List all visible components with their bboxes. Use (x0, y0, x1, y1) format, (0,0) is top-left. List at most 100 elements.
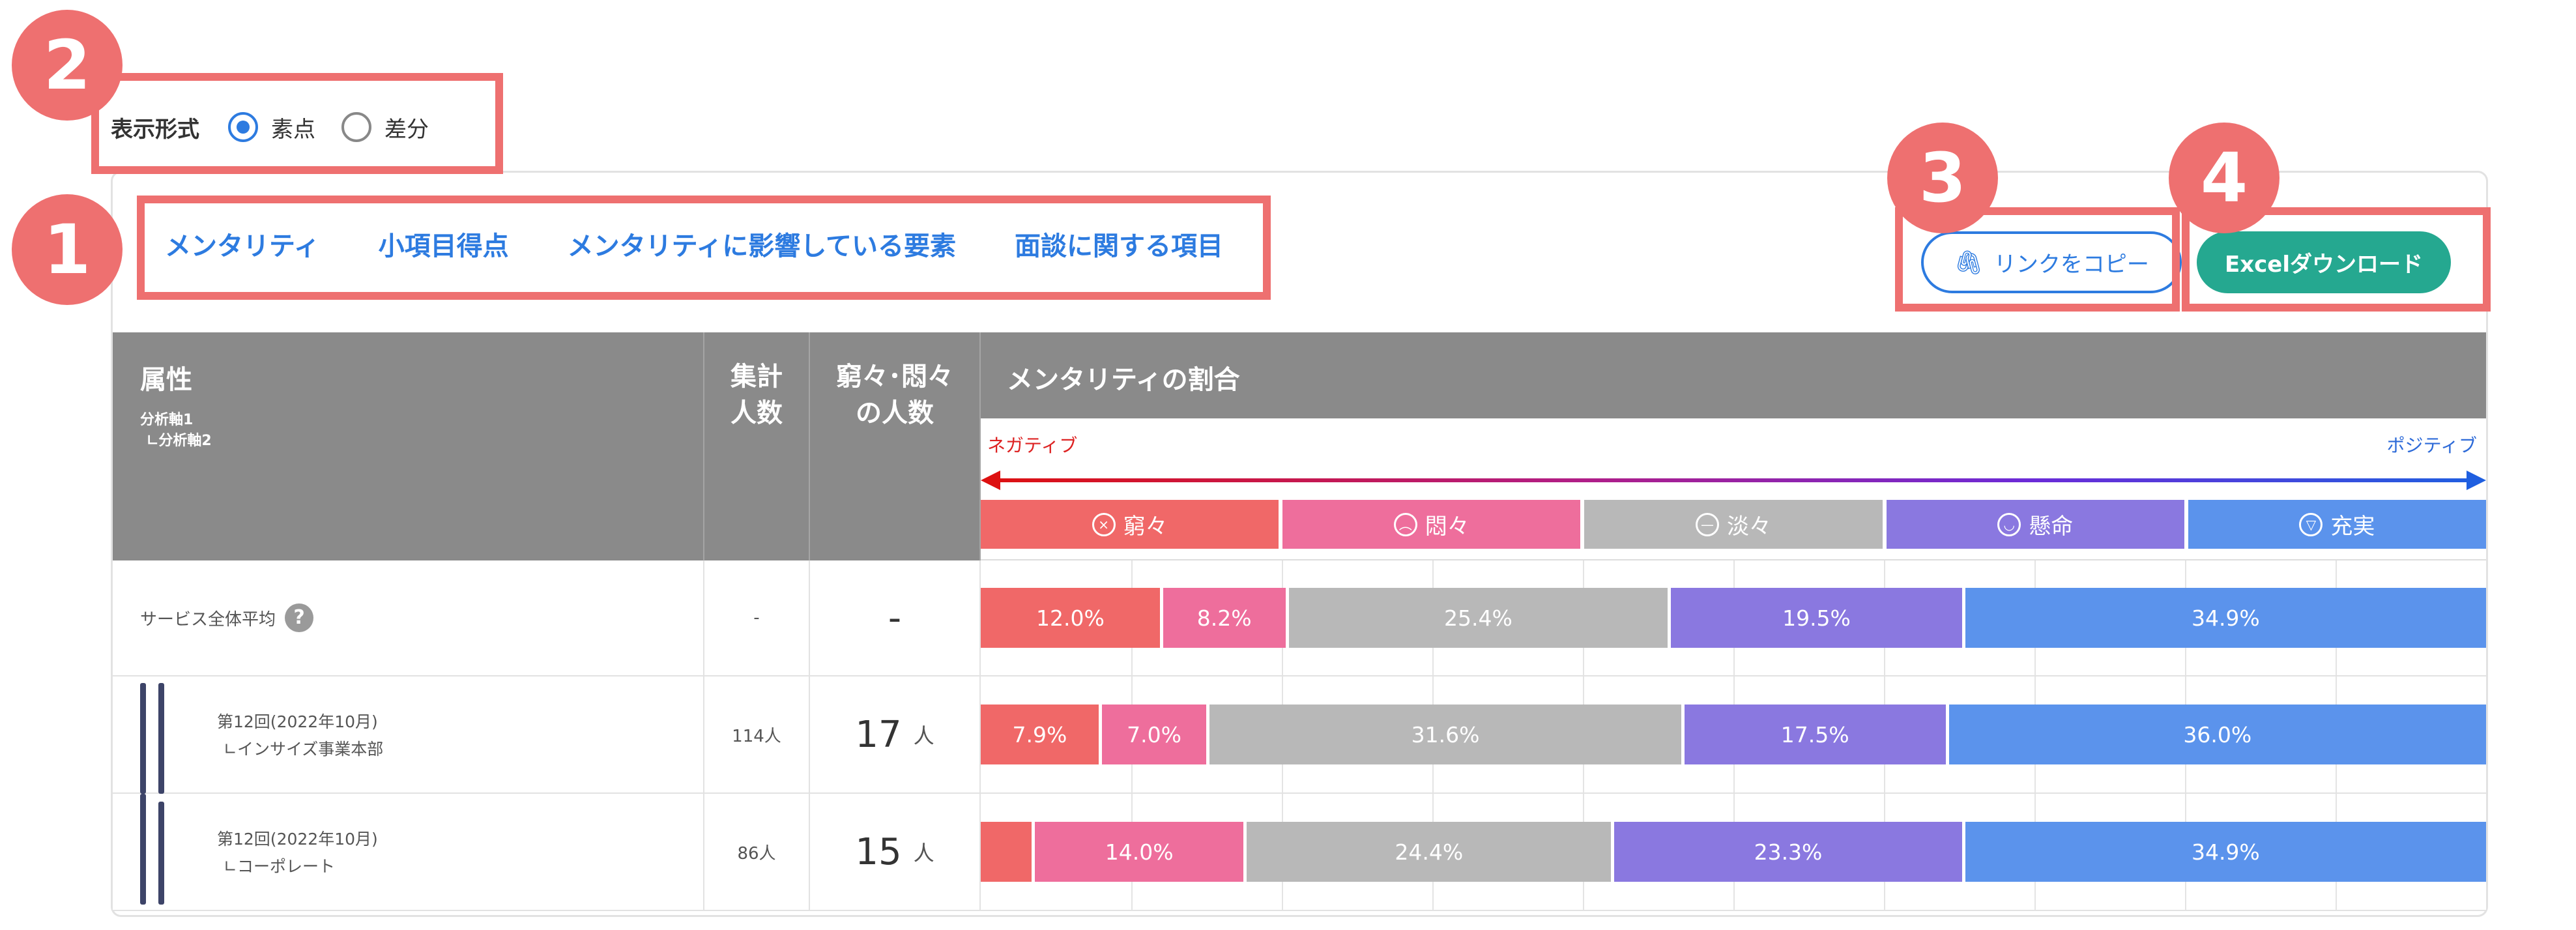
category-label: 悶々 (1425, 514, 1469, 540)
sentiment-scale: ネガティブ ポジティブ × 窮々 ︵ 悶々 — 淡々 ◡ 懸命 ▽ 充実 (981, 418, 2487, 560)
row-count: 17 人 (810, 676, 981, 792)
bar-segment-悶々[interactable]: 7.0% (1101, 705, 1207, 764)
bar-segment-淡々[interactable]: 31.6% (1209, 705, 1681, 764)
stacked-bar-cell: 12.0% 8.2% 25.4% 19.5% 34.9% (981, 560, 2486, 675)
row-count: 15 人 (810, 794, 981, 910)
category-label: 窮々 (1123, 514, 1168, 540)
display-format: 表示形式 素点 差分 (111, 104, 455, 150)
bar-segment-悶々[interactable]: 14.0% (1034, 822, 1244, 882)
annotation-badge-3: 3 (1887, 123, 1998, 233)
radio-raw-label: 素点 (271, 116, 315, 143)
average-label: サービス全体平均 ? (140, 560, 314, 675)
bar-segment-淡々[interactable]: 24.4% (1247, 822, 1612, 882)
bar-segment-懸命[interactable]: 23.3% (1614, 822, 1962, 882)
annotation-badge-2: 2 (12, 10, 123, 121)
help-icon[interactable]: ? (285, 603, 314, 632)
row-total: 86人 (704, 794, 810, 910)
bar-segment-懸命[interactable]: 17.5% (1684, 705, 1946, 764)
row-label-sub: ∟インサイズ事業本部 (224, 740, 384, 759)
tab-subitem-score[interactable]: 小項目得点 (378, 231, 509, 261)
smile-face-icon: ◡ (1997, 512, 2021, 536)
header-total: 集計人数 (704, 332, 810, 560)
bar-segment-充実[interactable]: 36.0% (1948, 705, 2486, 764)
radio-option-diff[interactable]: 差分 (341, 111, 429, 143)
stacked-bar-cell: 14.0% 24.4% 23.3% 34.9% (981, 794, 2486, 910)
radio-selected-icon[interactable] (228, 112, 258, 142)
bar-segment-窮々[interactable]: 12.0% (981, 588, 1160, 648)
header-ratio: メンタリティの割合 (981, 332, 2486, 418)
row-label: 第12回(2022年10月) ∟コーポレート (217, 794, 378, 910)
row-label: 第12回(2022年10月) ∟インサイズ事業本部 (217, 676, 383, 792)
negative-label: ネガティブ (987, 435, 1078, 456)
stacked-bar-cell: 7.9% 7.0% 31.6% 17.5% 36.0% (981, 676, 2486, 792)
stacked-bar: 14.0% 24.4% 23.3% 34.9% (981, 822, 2486, 882)
header-attribute: 属性 分析軸1 ∟分析軸2 (113, 332, 704, 560)
grin-face-icon: ▽ (2299, 512, 2323, 536)
category-legend: × 窮々 ︵ 悶々 — 淡々 ◡ 懸命 ▽ 充実 (981, 500, 2487, 549)
bar-segment-窮々[interactable]: 7.9% (981, 705, 1099, 764)
category-4: ◡ 懸命 (1886, 500, 2184, 549)
header-axis1: 分析軸1 (140, 412, 194, 428)
tab-influencing-factors[interactable]: メンタリティに影響している要素 (567, 231, 957, 261)
annotation-badge-4: 4 (2169, 123, 2279, 233)
header-count: 窮々･悶々の人数 (810, 332, 981, 560)
category-1: × 窮々 (981, 500, 1279, 549)
table-row: 第12回(2022年10月) ∟インサイズ事業本部 114人 17 人 7.9%… (113, 676, 2486, 794)
bar-segment-淡々[interactable]: 25.4% (1288, 588, 1668, 648)
frown-face-icon: ︵ (1393, 512, 1417, 536)
category-label: 充実 (2330, 514, 2375, 540)
table-row: 第12回(2022年10月) ∟コーポレート 86人 15 人 14.0% 24.… (113, 794, 2486, 911)
row-count-unit: 人 (913, 841, 934, 865)
positive-label: ポジティブ (2386, 435, 2477, 456)
table-header: 属性 分析軸1 ∟分析軸2 集計人数 窮々･悶々の人数 メンタリティの割合 ネガ… (113, 332, 2487, 560)
radio-unselected-icon[interactable] (341, 112, 371, 142)
bar-segment-充実[interactable]: 34.9% (1965, 822, 2486, 882)
copy-link-button[interactable]: 🖇 リンクをコピー (1921, 231, 2182, 293)
axis-indicator-bar (140, 683, 146, 794)
row-total: - (704, 560, 810, 675)
row-attribute: 第12回(2022年10月) ∟インサイズ事業本部 (113, 676, 704, 794)
paperclip-icon: 🖇 (1954, 249, 1984, 276)
axis-indicator-bar (140, 794, 146, 905)
bar-segment-懸命[interactable]: 19.5% (1671, 588, 1962, 648)
radio-diff-label: 差分 (384, 116, 429, 143)
tab-mentality[interactable]: メンタリティ (165, 231, 320, 261)
row-count: - (810, 560, 981, 675)
category-2: ︵ 悶々 (1282, 500, 1581, 549)
category-3: — 淡々 (1584, 500, 1883, 549)
annotation-badge-1: 1 (12, 194, 123, 305)
arrow-right-icon (2467, 471, 2486, 490)
tab-bar: メンタリティ 小項目得点 メンタリティに影響している要素 面談に関する項目 (165, 225, 1282, 263)
bar-segment-窮々[interactable] (981, 822, 1032, 882)
bar-segment-充実[interactable]: 34.9% (1965, 588, 2486, 648)
row-count-value: 15 (855, 830, 902, 873)
category-label: 淡々 (1727, 514, 1771, 540)
radio-option-raw[interactable]: 素点 (228, 111, 315, 143)
row-count-value: - (888, 596, 902, 639)
row-label-main: 第12回(2022年10月) (217, 712, 378, 731)
row-label-sub: ∟コーポレート (224, 857, 335, 876)
tab-interview-items[interactable]: 面談に関する項目 (1015, 231, 1224, 261)
active-tab-indicator (158, 292, 305, 298)
stacked-bar: 12.0% 8.2% 25.4% 19.5% 34.9% (981, 588, 2486, 648)
row-label-main: 第12回(2022年10月) (217, 830, 378, 849)
header-count-label: 窮々･悶々の人数 (836, 362, 953, 428)
header-ratio-label: メンタリティの割合 (1007, 365, 1240, 395)
report-card: メンタリティ 小項目得点 メンタリティに影響している要素 面談に関する項目 🖇 … (111, 171, 2488, 917)
average-label-text: サービス全体平均 (140, 609, 276, 630)
row-count-unit: 人 (913, 723, 934, 748)
excel-download-label: Excelダウンロード (2224, 252, 2424, 278)
axis-indicator-bar (158, 802, 164, 905)
row-total: 114人 (704, 676, 810, 792)
bar-segment-悶々[interactable]: 8.2% (1163, 588, 1286, 648)
header-axis2: ∟分析軸2 (147, 433, 212, 449)
header-attribute-title: 属性 (140, 365, 192, 395)
category-label: 懸命 (2029, 514, 2074, 540)
stacked-bar: 7.9% 7.0% 31.6% 17.5% 36.0% (981, 705, 2486, 764)
category-5: ▽ 充実 (2188, 500, 2487, 549)
row-count-value: 17 (855, 713, 902, 756)
excel-download-button[interactable]: Excelダウンロード (2197, 231, 2451, 293)
row-attribute: 第12回(2022年10月) ∟コーポレート (113, 794, 704, 910)
copy-link-label: リンクをコピー (1993, 252, 2149, 278)
table-row-average: サービス全体平均 ? - - 12.0% 8.2% 25.4% 19.5% 34.9% (113, 560, 2486, 676)
